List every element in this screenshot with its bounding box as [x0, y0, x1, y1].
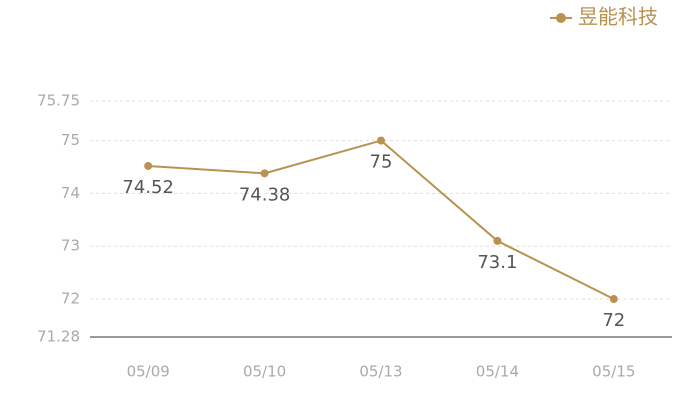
data-label: 74.38 — [239, 184, 291, 205]
y-tick-label: 73 — [61, 237, 80, 255]
legend-marker — [556, 13, 566, 23]
x-tick-label: 05/14 — [476, 363, 519, 381]
point — [493, 236, 502, 245]
data-label: 74.52 — [122, 177, 174, 198]
data-label: 72 — [602, 310, 625, 331]
x-tick-label: 05/09 — [127, 363, 170, 381]
data-label: 75 — [370, 152, 393, 173]
x-tick-label: 05/10 — [243, 363, 286, 381]
y-tick-label: 74 — [61, 184, 80, 202]
point — [377, 136, 385, 145]
y-tick-label: 71.28 — [37, 328, 80, 346]
data-label: 73.1 — [477, 252, 517, 273]
y-tick-label: 75 — [61, 131, 80, 149]
point — [260, 169, 269, 178]
x-tick-label: 05/15 — [592, 363, 635, 381]
x-tick-label: 05/13 — [359, 363, 402, 381]
legend-label: 昱能科技 — [578, 5, 658, 29]
point — [144, 161, 153, 170]
point — [609, 294, 618, 303]
y-tick-label: 75.75 — [37, 92, 80, 110]
y-tick-label: 72 — [61, 289, 80, 307]
